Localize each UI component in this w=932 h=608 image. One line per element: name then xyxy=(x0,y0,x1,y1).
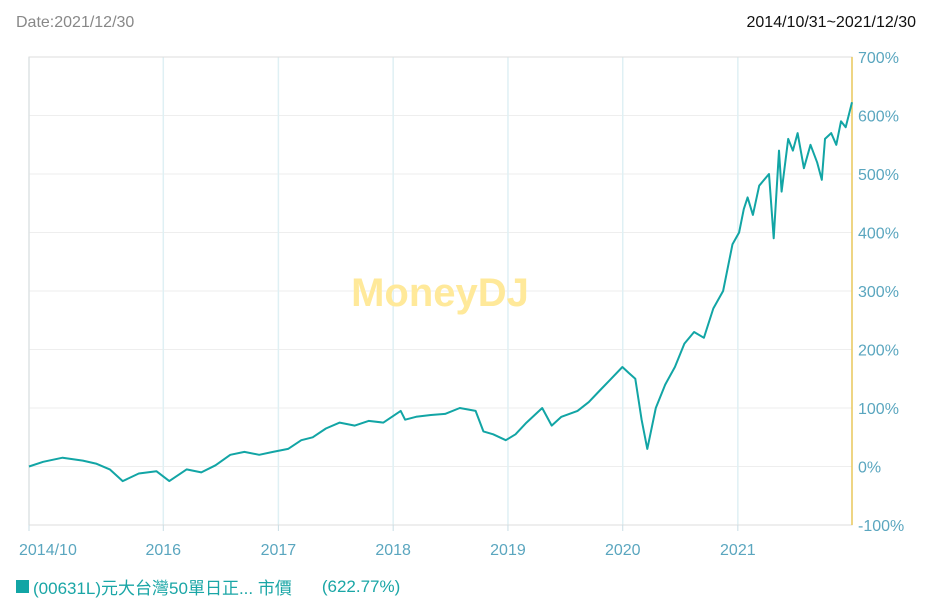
x-tick-label: 2021 xyxy=(720,542,756,559)
x-tick-label: 2020 xyxy=(605,542,641,559)
x-tick-label: 2014/10 xyxy=(19,542,77,559)
y-tick-label: 100% xyxy=(858,401,899,418)
legend: (00631L)元大台灣50單日正... 市價 (622.77%) xyxy=(16,574,400,599)
y-tick-label: 0% xyxy=(858,460,881,477)
date-label: Date:2021/12/30 xyxy=(16,14,135,31)
date-range-label: 2014/10/31~2021/12/30 xyxy=(746,14,917,31)
watermark-text: MoneyDJ xyxy=(351,271,529,315)
y-tick-label: 300% xyxy=(858,284,899,301)
x-tick-label: 2017 xyxy=(261,542,297,559)
series-line xyxy=(28,101,853,483)
x-tick-label: 2018 xyxy=(375,542,411,559)
legend-swatch xyxy=(16,580,29,593)
y-tick-label: 700% xyxy=(858,50,899,67)
y-tick-label: 400% xyxy=(858,226,899,243)
x-tick-label: 2016 xyxy=(145,542,181,559)
y-tick-label: 200% xyxy=(858,343,899,360)
y-tick-label: 600% xyxy=(858,109,899,126)
y-tick-label: 500% xyxy=(858,167,899,184)
legend-last-value: (622.77%) xyxy=(321,576,401,596)
x-tick-label: 2019 xyxy=(490,542,526,559)
legend-series-name: (00631L)元大台灣50單日正... 市價 xyxy=(33,579,292,598)
y-tick-label: -100% xyxy=(858,518,904,535)
